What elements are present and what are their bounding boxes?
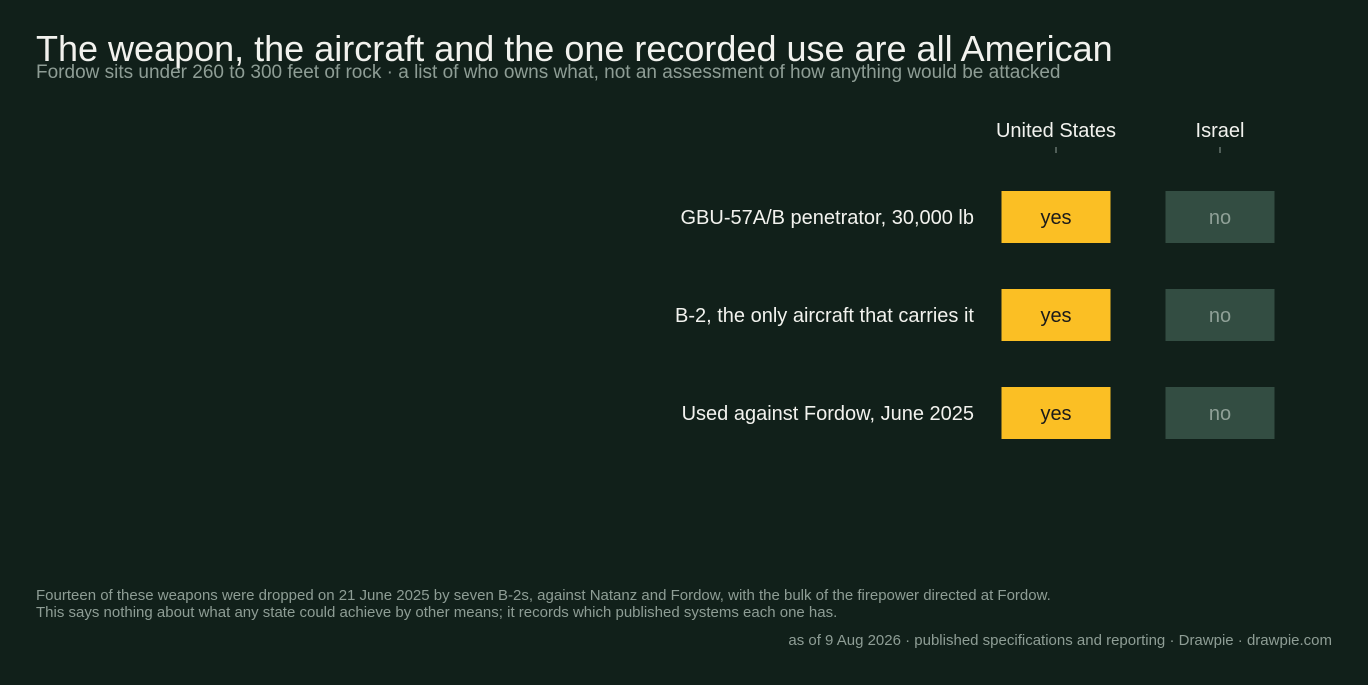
cell-no <box>1165 289 1275 341</box>
cell-value: yes <box>1040 207 1071 229</box>
cell-no <box>1165 191 1275 243</box>
column-header: Israel <box>1196 120 1245 142</box>
cell-yes <box>1001 191 1111 243</box>
column-header: United States <box>996 120 1116 142</box>
chart-title: The weapon, the aircraft and the one rec… <box>36 28 1113 69</box>
cell-yes <box>1001 289 1111 341</box>
cell-value: yes <box>1040 305 1071 327</box>
footnote-line-2: This says nothing about what any state c… <box>36 604 838 621</box>
cell-yes <box>1001 387 1111 439</box>
row-label: Used against Fordow, June 2025 <box>682 403 974 425</box>
chart-subtitle: Fordow sits under 260 to 300 feet of roc… <box>36 62 1061 83</box>
footnote-line-1: Fourteen of these weapons were dropped o… <box>36 587 1051 604</box>
source-credit: as of 9 Aug 2026 · published specificati… <box>788 632 1332 649</box>
cell-value: no <box>1209 305 1231 327</box>
cell-value: no <box>1209 207 1231 229</box>
cell-value: no <box>1209 403 1231 425</box>
row-label: B-2, the only aircraft that carries it <box>675 305 974 327</box>
cell-no <box>1165 387 1275 439</box>
row-label: GBU-57A/B penetrator, 30,000 lb <box>680 207 974 229</box>
ownership-chart: United States Israel GBU-57A/B penetrator,… <box>675 120 1275 439</box>
cell-value: yes <box>1040 403 1071 425</box>
